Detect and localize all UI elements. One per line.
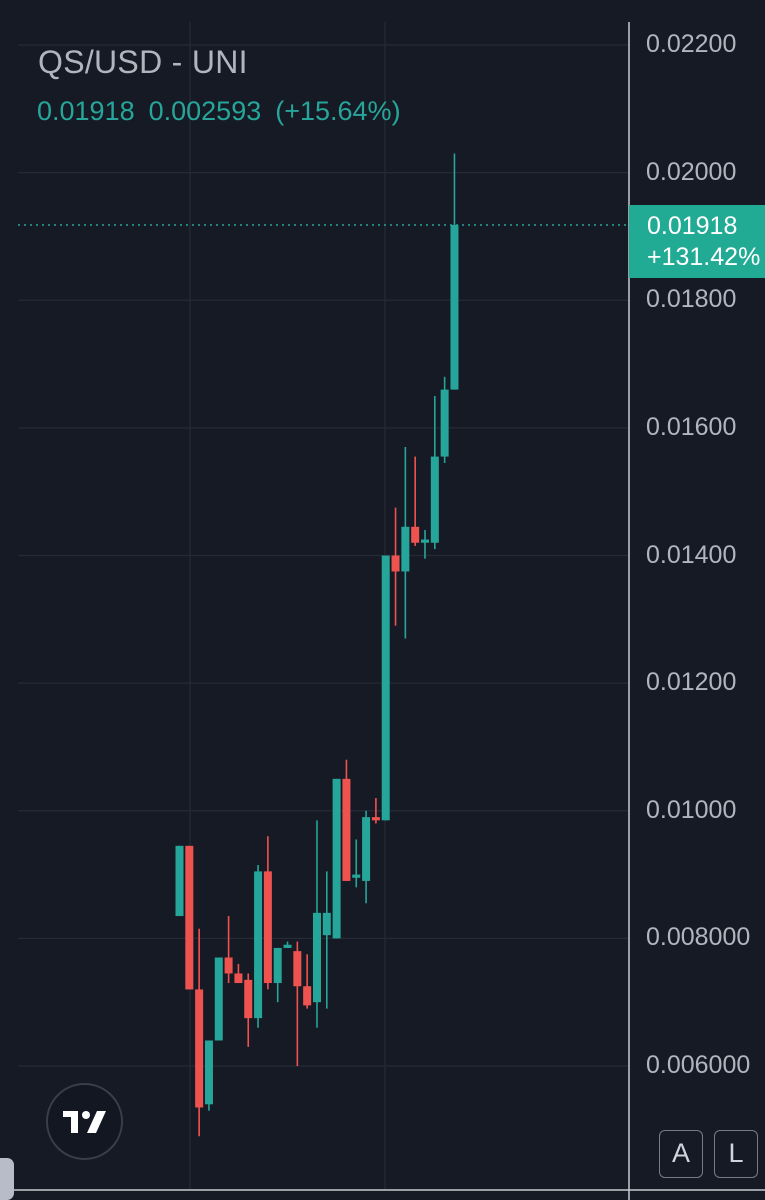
candle-body <box>293 951 302 987</box>
legend-last-price: 0.01918 <box>37 96 135 126</box>
grid-lines <box>18 22 629 1190</box>
last-price-tag-percent: +131.42% <box>647 243 761 271</box>
candle <box>401 447 410 639</box>
auto-scale-button[interactable]: A <box>659 1130 703 1178</box>
candle-body <box>195 989 204 1108</box>
candle <box>303 954 312 1009</box>
candle-body <box>381 555 390 821</box>
candle-body <box>391 555 400 572</box>
candle-body <box>421 539 429 543</box>
candle <box>342 759 351 881</box>
candle <box>421 529 429 559</box>
candle-body <box>322 912 331 936</box>
candle <box>450 153 459 390</box>
candle <box>175 845 184 917</box>
candle-body <box>273 947 282 984</box>
candle-body <box>450 224 459 390</box>
legend-change: 0.002593 <box>148 96 262 126</box>
tradingview-icon <box>62 1110 106 1133</box>
price-tick-label: 0.02200 <box>646 30 737 58</box>
candle-body <box>332 778 341 939</box>
candle <box>322 871 331 1009</box>
candle-body <box>371 817 380 821</box>
candle <box>254 864 263 1028</box>
candle-body <box>214 957 223 1041</box>
candle <box>381 555 390 821</box>
candle-body <box>185 845 194 990</box>
candle-body <box>263 871 272 984</box>
candle <box>391 507 400 626</box>
last-price-tag: 0.01918 +131.42% <box>629 205 765 278</box>
candle <box>214 957 223 1041</box>
candle <box>283 941 292 948</box>
candle <box>411 456 420 546</box>
candle <box>263 836 272 990</box>
price-tick-label: 0.01800 <box>646 285 737 314</box>
symbol-title: QS/USD - UNI <box>38 44 248 80</box>
tradingview-logo[interactable] <box>46 1083 123 1160</box>
candle <box>244 973 253 1047</box>
candle-body <box>312 912 321 1003</box>
candle <box>352 839 361 888</box>
panel-drag-handle[interactable] <box>0 1158 14 1200</box>
candle-body <box>234 973 243 984</box>
candles <box>175 153 459 1137</box>
candle-body <box>254 871 263 1019</box>
candle <box>332 778 341 939</box>
candle <box>195 928 204 1137</box>
price-tick-label: 0.008000 <box>646 923 751 952</box>
candle-body <box>175 845 184 917</box>
candle-body <box>342 778 351 881</box>
candle-body <box>411 526 420 543</box>
candle-body <box>401 526 410 572</box>
price-tick-label: 0.01400 <box>646 540 737 569</box>
candle-body <box>244 979 253 1019</box>
candle <box>224 916 233 984</box>
candle-body <box>224 957 233 974</box>
candle-body <box>430 456 439 543</box>
price-tick-label: 0.01000 <box>646 795 737 824</box>
candle-body <box>362 817 371 881</box>
candle-body <box>303 986 312 1006</box>
candle <box>371 797 380 824</box>
candle-body <box>352 874 361 878</box>
candle <box>312 820 321 1028</box>
price-tick-label: 0.02000 <box>646 157 737 186</box>
price-tick-label: 0.01200 <box>646 668 737 697</box>
candle-body <box>440 389 449 457</box>
candle <box>430 395 439 550</box>
candle <box>273 947 282 1003</box>
log-scale-button[interactable]: L <box>714 1130 758 1178</box>
price-tick-label: 0.006000 <box>646 1051 751 1079</box>
candle <box>440 376 449 463</box>
candle <box>362 810 371 904</box>
candle <box>185 845 194 990</box>
legend-change-percent: (+15.64%) <box>275 96 401 126</box>
candle <box>204 1040 213 1111</box>
candle-body <box>283 944 292 948</box>
candle <box>234 963 243 984</box>
price-tick-label: 0.01600 <box>646 412 737 441</box>
price-change-legend: 0.01918 0.002593 (+15.64%) <box>37 96 415 127</box>
candle-body <box>204 1040 213 1105</box>
last-price-tag-value: 0.01918 <box>647 212 738 240</box>
candle <box>293 941 302 1066</box>
